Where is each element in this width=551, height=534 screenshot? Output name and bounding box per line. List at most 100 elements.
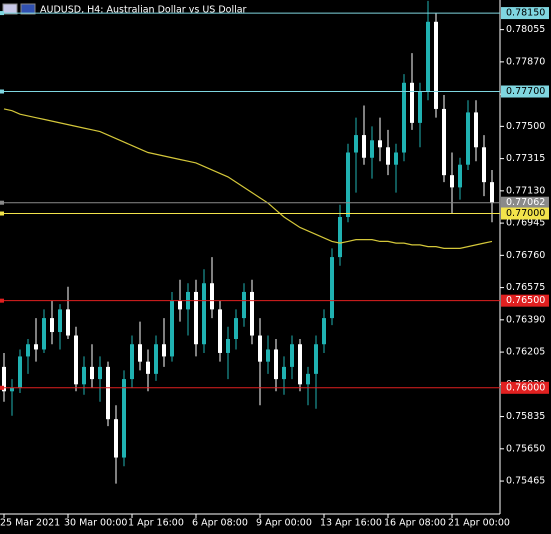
candle-body	[490, 182, 494, 203]
candle-body	[162, 344, 166, 357]
candle-body	[242, 291, 246, 319]
y-tick-label: 0.76945	[506, 218, 545, 229]
candle-body	[106, 366, 110, 420]
candle-body	[194, 291, 198, 345]
symbol-icons	[2, 3, 36, 15]
candle-body	[202, 283, 206, 345]
candle-body	[90, 366, 94, 380]
level-handle	[0, 89, 4, 94]
candle-body	[474, 112, 478, 148]
level-label: 0.78150	[506, 8, 545, 19]
y-tick-label: 0.77500	[506, 121, 545, 132]
candle-body	[426, 21, 430, 92]
candle-body	[386, 147, 390, 165]
y-tick-label: 0.78055	[506, 24, 545, 35]
y-tick-label: 0.75835	[506, 411, 545, 422]
candle-body	[378, 140, 382, 148]
candle-body	[50, 318, 54, 333]
candle-body	[218, 309, 222, 353]
candle-body	[450, 175, 454, 188]
level-handle	[0, 200, 4, 205]
candle-body	[98, 366, 102, 380]
candle-body	[442, 108, 446, 176]
candle-body	[170, 300, 174, 357]
candle-body	[114, 419, 118, 458]
candle-body	[66, 309, 70, 336]
x-tick-label: 16 Apr 08:00	[384, 518, 446, 529]
level-label: 0.76500	[506, 295, 545, 306]
candle-body	[362, 135, 366, 158]
candle-body	[346, 152, 350, 217]
level-label-box	[501, 207, 549, 220]
candle-body	[130, 344, 134, 380]
level-handle	[0, 11, 4, 16]
candle-body	[266, 349, 270, 362]
candle-body	[74, 335, 78, 385]
moving-average	[3, 108, 493, 249]
x-tick-label: 13 Apr 16:00	[320, 518, 382, 529]
candle-body	[42, 318, 46, 350]
candle-body	[282, 366, 286, 380]
level-label: 0.77700	[506, 86, 545, 97]
candle-body	[410, 82, 414, 123]
level-label: 0.77000	[506, 208, 545, 219]
candle-body	[34, 344, 38, 350]
candle-body	[370, 140, 374, 158]
candle-body	[274, 349, 278, 380]
candle-body	[306, 373, 310, 385]
candle-body	[322, 318, 326, 345]
candle-body	[434, 21, 438, 109]
candle-body	[402, 82, 406, 153]
candle-body	[298, 344, 302, 385]
candle-body	[338, 216, 342, 258]
level-label-box	[501, 196, 549, 209]
y-tick-label: 0.76760	[506, 250, 545, 261]
candle-body	[314, 344, 318, 374]
y-tick-label: 0.76205	[506, 347, 545, 358]
candle-body	[418, 91, 422, 123]
level-label-box	[501, 294, 549, 307]
chart-title: AUDUSD, H4: Australian Dollar vs US Doll…	[40, 5, 247, 16]
y-tick-label: 0.75650	[506, 443, 545, 454]
x-tick-label: 6 Apr 08:00	[192, 518, 248, 529]
candle-body	[138, 344, 142, 362]
candle-body	[2, 366, 6, 392]
candle-body	[290, 344, 294, 367]
candle-body	[458, 164, 462, 188]
candle-body	[226, 339, 230, 353]
candle-body	[210, 283, 214, 310]
x-tick-label: 30 Mar 00:00	[64, 518, 127, 529]
x-tick-label: 21 Apr 00:00	[448, 518, 510, 529]
y-tick-label: 0.77315	[506, 153, 545, 164]
x-tick-label: 1 Apr 16:00	[128, 518, 184, 529]
candle-body	[122, 379, 126, 458]
candle-body	[330, 257, 334, 319]
level-label-box	[501, 7, 549, 20]
level-label: 0.77062	[506, 197, 545, 208]
y-tick-label: 0.76575	[506, 282, 545, 293]
candle-body	[10, 387, 14, 392]
candle-body	[258, 335, 262, 362]
y-tick-label: 0.75465	[506, 476, 545, 487]
x-tick-label: 25 Mar 2021	[0, 518, 60, 529]
candle-body	[146, 361, 150, 374]
candle-body	[82, 366, 86, 385]
level-label-box	[501, 381, 549, 394]
candle-body	[58, 309, 62, 333]
level-handle	[0, 211, 4, 216]
candle-body	[466, 112, 470, 165]
y-tick-label: 0.76390	[506, 314, 545, 325]
level-label: 0.76000	[506, 382, 545, 393]
candle-body	[250, 291, 254, 336]
level-handle	[0, 298, 4, 303]
candle-body	[394, 152, 398, 165]
level-handle	[0, 385, 4, 390]
candle-body	[18, 356, 22, 388]
y-tick-label: 0.77130	[506, 185, 545, 196]
x-tick-label: 9 Apr 00:00	[256, 518, 312, 529]
level-label-box	[501, 85, 549, 98]
candle-body	[26, 344, 30, 357]
candle-body	[178, 300, 182, 310]
